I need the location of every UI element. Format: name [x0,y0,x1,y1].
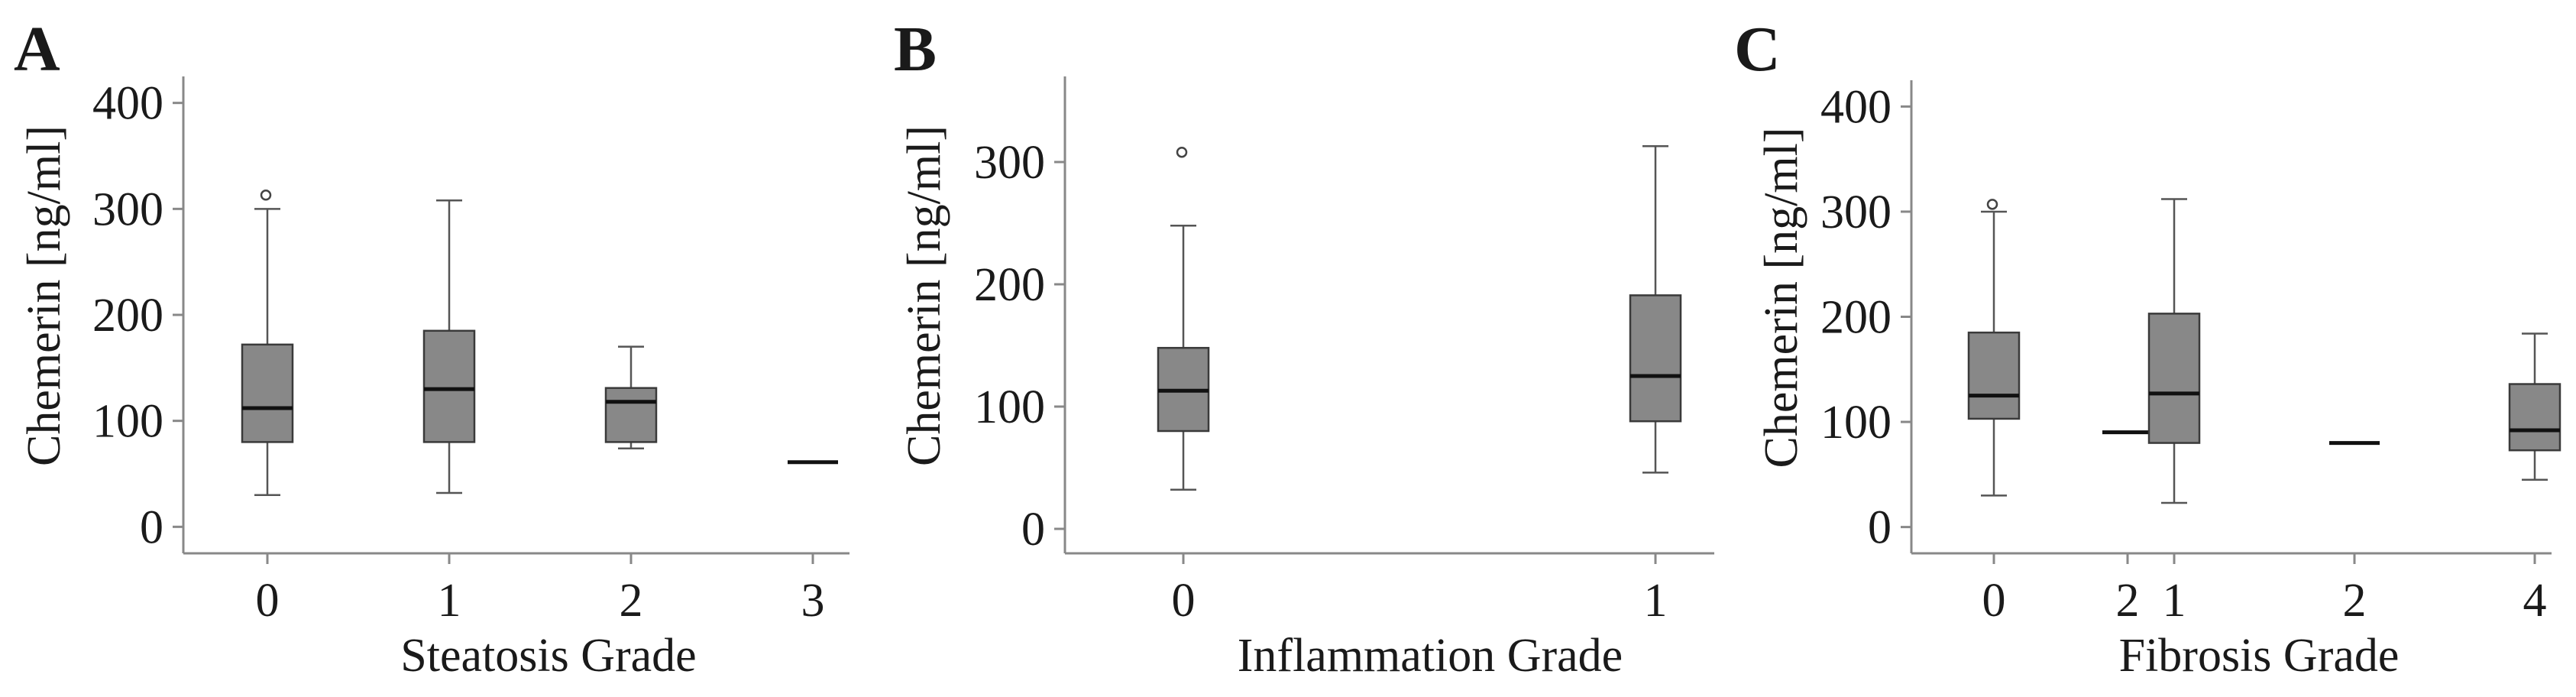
y-tick-label: 0 [1868,502,1892,554]
x-tick-label: 4 [2523,575,2547,627]
iqr-box [2508,383,2561,452]
y-tick-label: 200 [92,290,163,342]
y-tick-label: 300 [1820,186,1892,238]
y-tick-label: 0 [140,501,163,553]
y-tick-label: 400 [1820,81,1892,133]
outlier-point [260,190,272,201]
iqr-box [241,343,294,443]
y-tick-label: 300 [974,137,1045,189]
outlier-point [1986,199,1998,210]
x-tick-label: 1 [2163,575,2186,627]
panel-b: B 0 100 200 300 0 1 2 Chemerin [ng/ml] Inflammati… [894,14,2153,682]
y-tick-label: 100 [1820,397,1892,449]
x-tick-label: 1 [438,575,461,627]
panel-a: A 0 100 200 300 400 0 1 2 3 Chemerin [ng/ml] Steato… [14,14,849,682]
x-tick-label: 0 [256,575,280,627]
y-axis-title: Chemerin [ng/ml] [1756,128,1807,468]
y-tick-label: 200 [974,259,1045,311]
panel-letter: C [1734,14,1781,85]
x-axis-title: Inflammation Grade [1238,630,1623,682]
iqr-box [1629,294,1682,423]
y-tick-label: 200 [1820,292,1892,344]
x-tick-label: 0 [1982,575,2006,627]
x-axis-title: Fibrosis Grade [2119,630,2400,682]
iqr-box [604,387,658,443]
panel-letter: A [14,14,60,85]
outlier-point [1176,146,1188,158]
y-tick-label: 0 [1021,504,1045,556]
y-tick-label: 100 [974,381,1045,433]
x-tick-label: 1 [1644,575,1668,627]
y-tick-label: 300 [92,183,163,235]
x-axis-title: Steatosis Grade [400,630,696,682]
y-tick-label: 100 [92,396,163,448]
x-tick-label: 2 [2343,575,2367,627]
y-axis-title: Chemerin [ng/ml] [898,125,950,466]
y-axis-title: Chemerin [ng/ml] [18,125,70,466]
x-tick-label: 2 [2116,575,2140,627]
iqr-box [422,329,476,443]
y-tick-label: 400 [92,78,163,130]
iqr-box [1967,331,2021,420]
x-tick-label: 3 [801,575,825,627]
x-tick-label: 0 [1172,575,1196,627]
x-tick-label: 2 [620,575,643,627]
panel-letter: B [894,14,937,85]
iqr-box [2147,313,2201,444]
